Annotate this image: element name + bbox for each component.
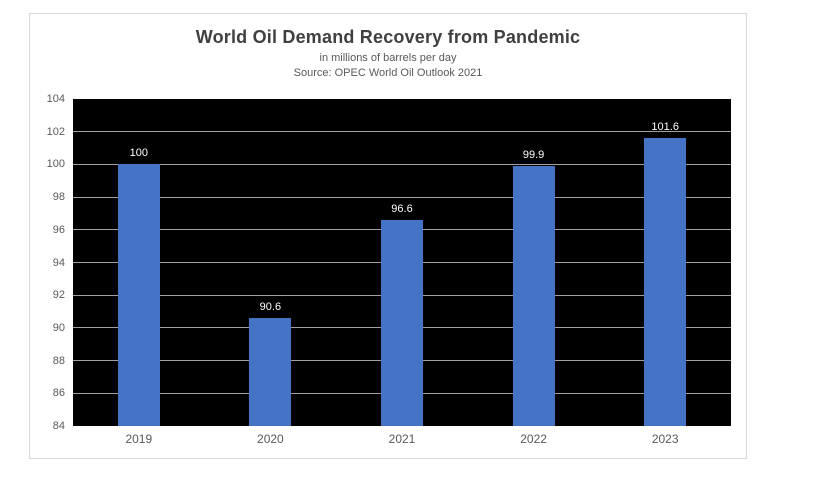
x-tick-label: 2022: [520, 432, 547, 446]
y-tick-label: 94: [52, 256, 65, 269]
bar-data-label: 101.6: [651, 121, 679, 134]
chart-subtitle: in millions of barrels per day: [319, 52, 457, 64]
y-tick-label: 86: [52, 387, 65, 400]
chart-title: World Oil Demand Recovery from Pandemic: [195, 27, 581, 47]
chart-source-note: Source: OPEC World Oil Outlook 2021: [293, 67, 483, 79]
gridline: [73, 131, 731, 133]
gridline: [73, 163, 731, 165]
gridline: [73, 196, 731, 198]
plot-area: 100 90.6 96.6 99.9 101.6: [73, 99, 731, 426]
x-tick-label: 2021: [388, 432, 416, 446]
bar-2020: [249, 318, 292, 426]
y-tick-label: 104: [46, 93, 65, 105]
bar-2021: [381, 220, 423, 426]
y-tick-label: 90: [52, 321, 65, 334]
bar-data-label: 96.6: [391, 203, 413, 215]
bar-data-label: 100: [129, 147, 148, 160]
bar-2022: [512, 166, 555, 426]
bar-2019: [117, 164, 160, 426]
y-tick-label: 92: [52, 289, 65, 302]
y-tick-label: 102: [46, 125, 65, 138]
y-tick-label: 100: [46, 158, 65, 171]
x-tick-label: 2020: [257, 432, 284, 446]
x-tick-label: 2023: [651, 432, 679, 446]
bar-data-label: 90.6: [259, 301, 282, 314]
bar-2023: [644, 138, 687, 426]
y-tick-label: 96: [52, 223, 65, 236]
y-tick-label: 98: [52, 191, 65, 204]
x-tick-label: 2019: [125, 432, 153, 446]
y-tick-label: 84: [52, 420, 65, 432]
y-tick-label: 88: [52, 354, 65, 367]
bar-data-label: 99.9: [522, 149, 545, 162]
chart-frame: World Oil Demand Recovery from Pandemic …: [29, 13, 747, 459]
